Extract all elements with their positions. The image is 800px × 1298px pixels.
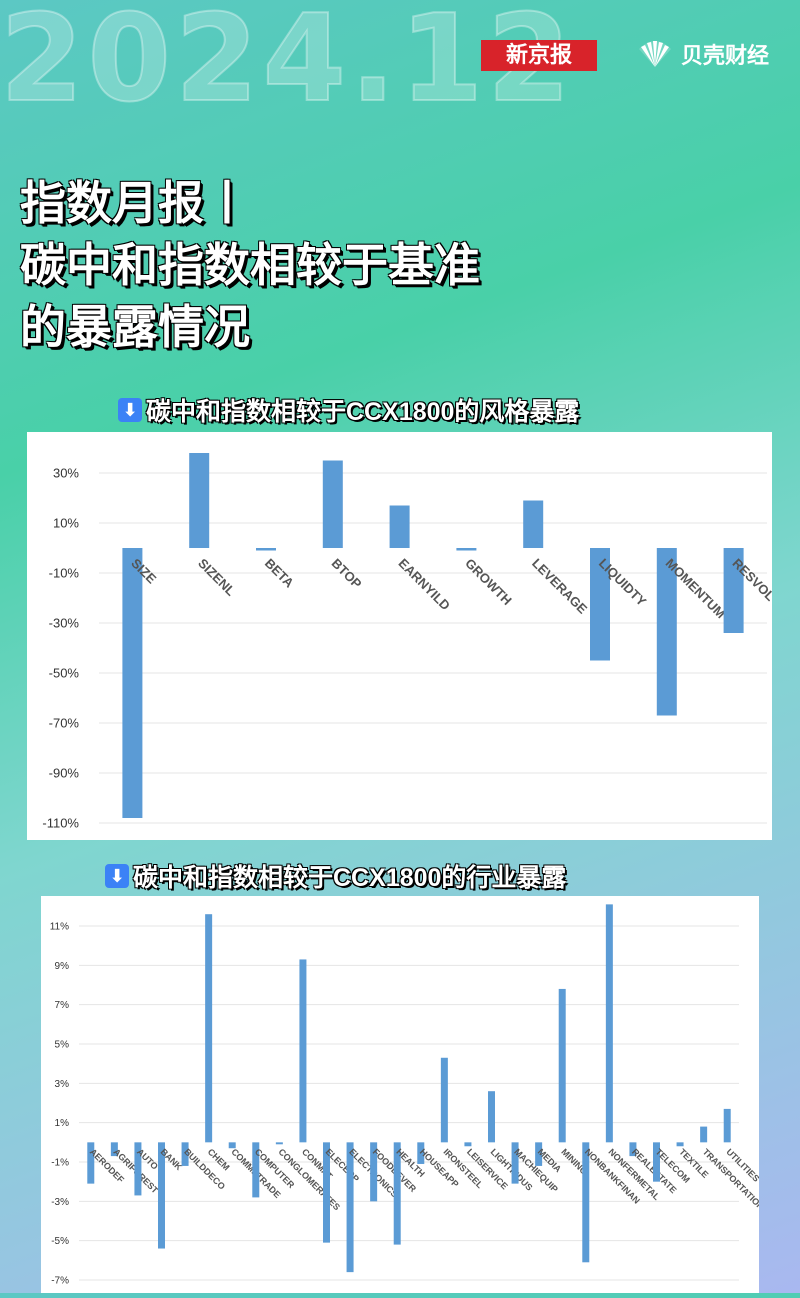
bar-leverage xyxy=(523,500,544,548)
bar-auto xyxy=(134,1142,142,1196)
y-tick-label: 9% xyxy=(55,961,70,972)
y-tick-label: -110% xyxy=(42,816,79,831)
bar-ironsteel xyxy=(440,1057,448,1143)
bar-machiequip xyxy=(511,1142,519,1184)
bar-conmat xyxy=(299,959,307,1143)
bar-agriforest xyxy=(110,1142,118,1157)
bar-transportation xyxy=(700,1126,708,1143)
headline-line-1: 指数月报丨 xyxy=(20,177,250,229)
industry-chart-title-text: 碳中和指数相较于CCX1800的行业暴露 xyxy=(133,864,567,892)
category-label: LEVERAGE xyxy=(529,556,590,617)
y-tick-label: 1% xyxy=(55,1118,70,1129)
bar-beta xyxy=(256,548,276,551)
bar-bank xyxy=(158,1142,165,1249)
bar-computer xyxy=(252,1142,260,1198)
y-tick-label: 30% xyxy=(53,466,79,481)
category-label: GROWTH xyxy=(462,556,514,608)
bar-nonbankfinan xyxy=(582,1142,590,1263)
industry-chart-title: ⬇ 碳中和指数相较于CCX1800的行业暴露 xyxy=(105,858,566,894)
y-tick-label: -7% xyxy=(51,1276,69,1287)
bar-resvol xyxy=(723,548,744,633)
bar-earnyild xyxy=(389,505,410,548)
bar-media xyxy=(535,1142,543,1166)
category-label: EARNYILD xyxy=(395,556,453,614)
beike-caijing-logo: 贝壳财经 xyxy=(635,38,769,70)
category-label: SIZENL xyxy=(195,556,238,599)
style-exposure-panel: 30% 10% -10% -30% -50% -70% -90% -110% SIZE SIZEN… xyxy=(27,432,778,840)
y-tick-label: -70% xyxy=(49,716,80,731)
down-arrow-icon: ⬇ xyxy=(105,864,129,888)
bar-growth xyxy=(456,548,477,551)
bar-health xyxy=(393,1142,401,1245)
xinjingbao-logo: 新京报 xyxy=(481,40,597,71)
bar-foodbever xyxy=(370,1142,378,1202)
bar-chem xyxy=(205,914,213,1143)
bar-realestate xyxy=(629,1142,637,1157)
industry-exposure-panel: 11%9%7%5%3%1%-1%-3%-5%-7%AERODEFAGRIFORE… xyxy=(41,896,766,1293)
y-tick-label: -30% xyxy=(49,616,80,631)
y-tick-label: 10% xyxy=(53,516,79,531)
y-tick-label: -50% xyxy=(49,666,80,681)
bar-size xyxy=(122,548,143,818)
bar-nonfermetal xyxy=(605,904,613,1143)
year-watermark: 2024.12 xyxy=(0,0,575,129)
bar-utilities xyxy=(723,1108,731,1143)
bar-sizenl xyxy=(189,453,210,548)
bar-aerodef xyxy=(87,1142,95,1184)
y-tick-label: -10% xyxy=(49,566,80,581)
y-tick-label: 3% xyxy=(55,1079,70,1090)
bar-lightindus xyxy=(488,1091,495,1143)
bar-eleceqp xyxy=(323,1142,330,1243)
y-tick-label: 5% xyxy=(55,1040,70,1051)
bar-telecom xyxy=(653,1142,660,1182)
y-tick-label: -90% xyxy=(49,766,80,781)
category-label: BTOP xyxy=(329,556,365,592)
headline: 指数月报丨 碳中和指数相较于基准 的暴露情况 xyxy=(20,172,480,358)
bar-electronics xyxy=(346,1142,354,1273)
style-exposure-chart: 30%10%-10%-30%-50%-70%-90%-110%SIZE SIZEN… xyxy=(42,453,778,831)
bar-leiservice xyxy=(464,1142,472,1147)
bar-houseapp xyxy=(417,1142,425,1164)
bar-btop xyxy=(322,460,343,548)
bar-momentum xyxy=(656,548,677,716)
headline-line-3: 的暴露情况 xyxy=(20,301,250,353)
y-tick-label: -3% xyxy=(51,1197,69,1208)
y-tick-label: -1% xyxy=(51,1158,69,1169)
y-tick-label: 7% xyxy=(55,1000,70,1011)
bar-liquidty xyxy=(590,548,610,661)
style-chart-title: ⬇ 碳中和指数相较于CCX1800的风格暴露 xyxy=(118,392,579,428)
down-arrow-icon: ⬇ xyxy=(118,398,142,422)
headline-line-2: 碳中和指数相较于基准 xyxy=(20,239,480,291)
bar-mining xyxy=(558,988,566,1143)
y-tick-label: -5% xyxy=(51,1236,69,1247)
style-chart-title-text: 碳中和指数相较于CCX1800的风格暴露 xyxy=(146,398,580,426)
industry-exposure-chart: 11%9%7%5%3%1%-1%-3%-5%-7%AERODEFAGRIFORE… xyxy=(50,904,766,1287)
bar-commetrade xyxy=(228,1142,236,1149)
brand-right-text: 贝壳财经 xyxy=(681,43,770,68)
shell-icon xyxy=(639,41,671,67)
y-tick-label: 11% xyxy=(50,922,69,933)
bar-conglomerates xyxy=(275,1142,283,1145)
bar-textile xyxy=(676,1142,684,1147)
bar-builddeco xyxy=(181,1142,189,1166)
